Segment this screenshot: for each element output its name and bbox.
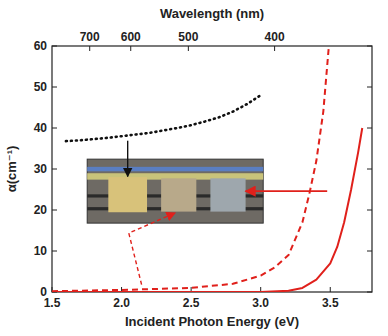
y-tick [52,251,57,252]
arrow [129,213,175,285]
y-tick-label: 40 [34,121,48,135]
x-tick-label: 2.5 [183,296,200,310]
arrow [246,190,328,192]
x-tick-label: 3.5 [322,296,339,310]
x2-tick [274,46,275,51]
y-tick [367,210,372,211]
y-tick-label: 30 [34,162,48,176]
inset-photo [87,159,263,223]
y-tick [52,169,57,170]
x2-tick [188,46,189,51]
x2-axis-label: Wavelength (nm) [160,6,264,21]
x2-tick-label: 700 [80,30,100,44]
y-tick-label: 10 [34,244,48,258]
y-tick [367,169,372,170]
x2-tick-label: 600 [121,30,141,44]
plot-frame [52,46,372,292]
y-tick [367,87,372,88]
series-group [52,46,362,292]
chart-root: 01020304050601.52.02.53.03.5700600500400… [0,0,388,336]
y-tick [52,128,57,129]
y-tick [367,128,372,129]
y-tick-label: 60 [34,39,48,53]
y-tick-label: 20 [34,203,48,217]
x2-tick [89,46,90,51]
y-tick [367,292,372,293]
x-axis-label: Incident Photon Energy (eV) [125,314,299,329]
arrow [127,141,128,177]
x-tick-label: 1.5 [44,296,61,310]
x-tick [330,287,331,292]
y-tick [367,46,372,47]
inset-sample [108,177,147,212]
x2-tick-label: 400 [265,30,285,44]
inset-frame [87,159,263,223]
y-tick [52,46,57,47]
y-tick [52,210,57,211]
x-tick-label: 3.0 [252,296,269,310]
x-tick-label: 2.0 [113,296,130,310]
inset-sample [161,178,196,211]
series-line [52,46,329,291]
series-line [66,95,261,141]
inset-sample [210,178,245,211]
series-line [52,128,362,292]
y-tick [52,87,57,88]
x2-tick [130,46,131,51]
inset-stripe [87,167,263,171]
x2-tick-label: 500 [178,30,198,44]
y-axis-label: α(cm⁻¹) [4,146,19,193]
y-tick-label: 50 [34,80,48,94]
y-tick [367,251,372,252]
